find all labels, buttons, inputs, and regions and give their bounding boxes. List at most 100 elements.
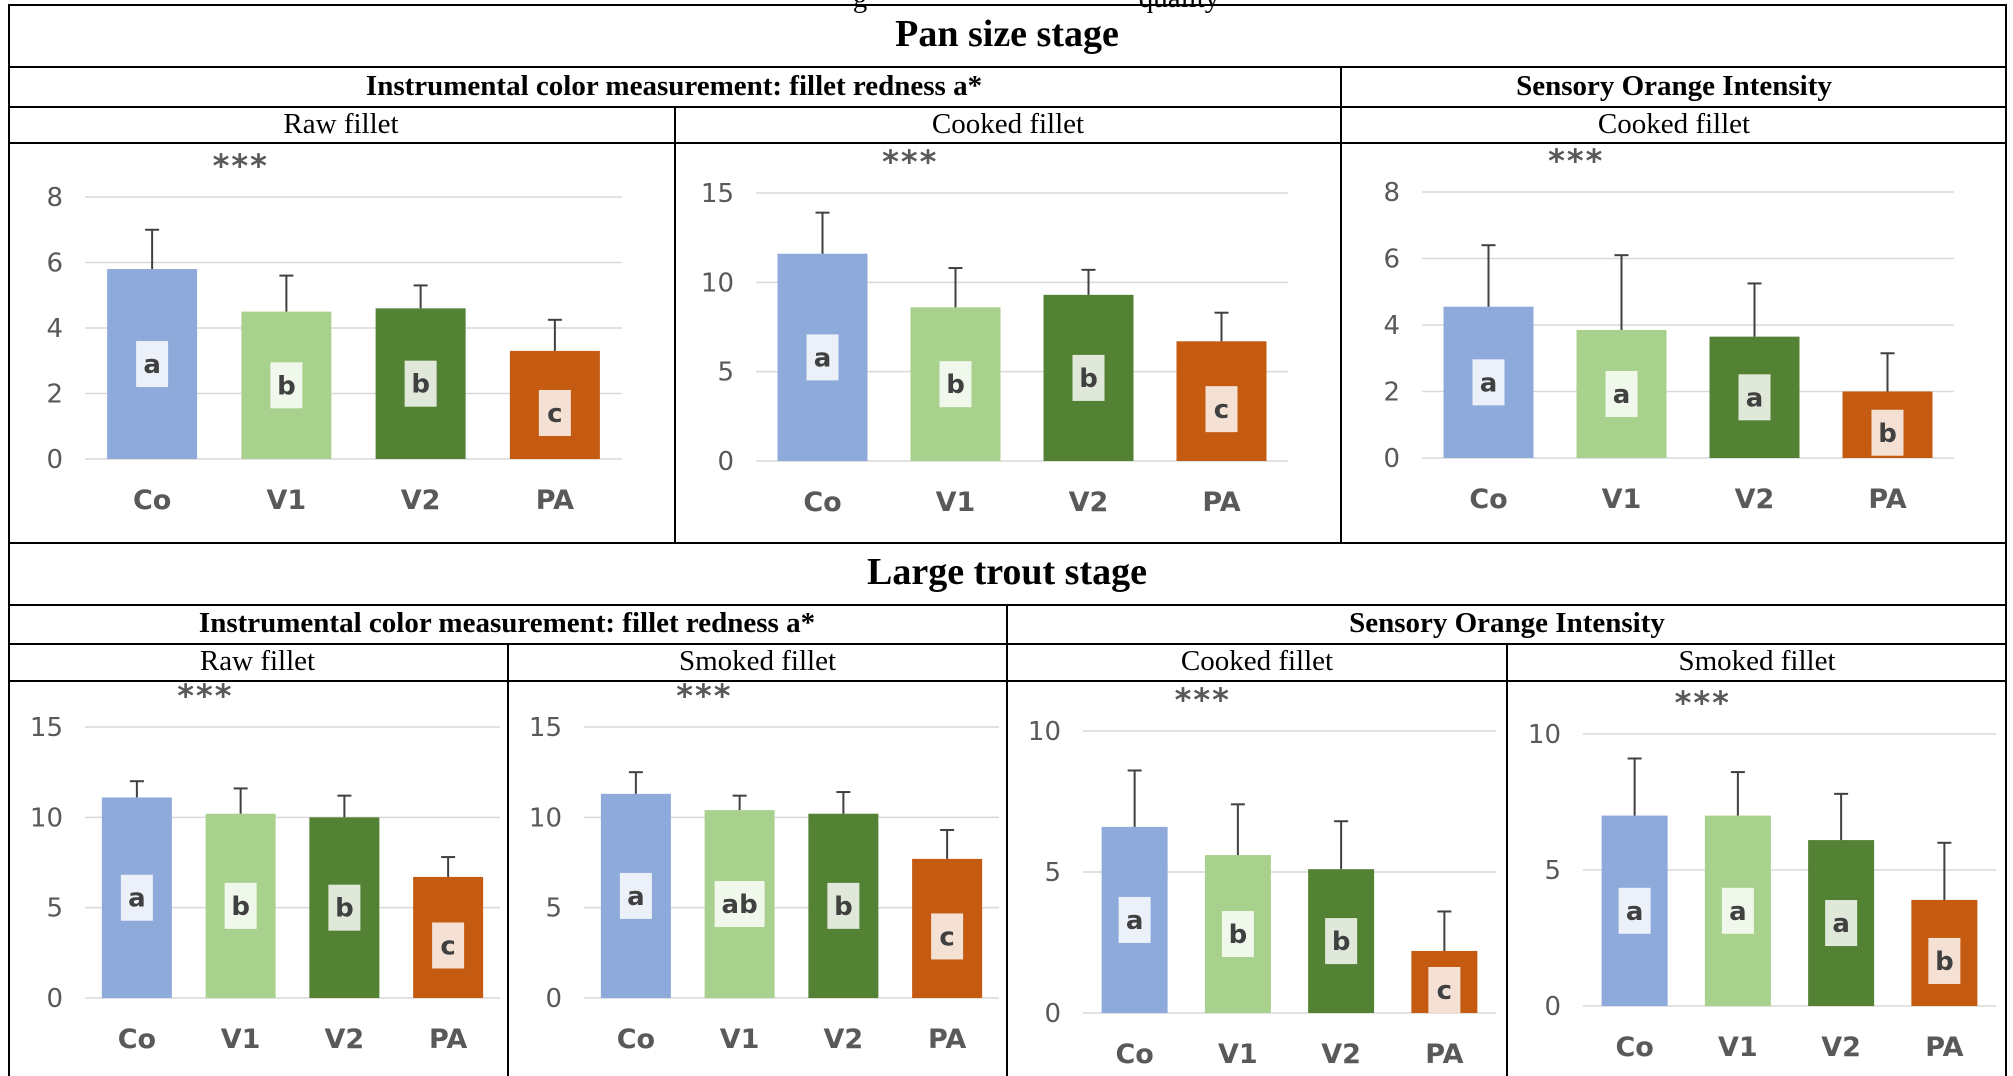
y-tick-label: 10 [1528, 720, 1561, 750]
table-rule [1506, 643, 1508, 1076]
y-tick-label: 5 [717, 358, 734, 388]
chart-panel-large-raw-redness: 0 5 10 15 *** a Co b V1 b V2 c PA [10, 682, 505, 1074]
y-tick-label: 5 [545, 894, 562, 924]
group-letter: b [1332, 927, 1351, 957]
table-rule [8, 66, 2006, 68]
y-tick-label: 8 [1383, 178, 1400, 208]
panel-subtitle: Raw fillet [283, 108, 399, 140]
group-letter: b [1079, 364, 1098, 394]
group-letter: a [627, 882, 645, 912]
group-letter: c [1214, 395, 1229, 425]
x-category-label: PA [429, 1024, 467, 1055]
y-tick-label: 6 [1383, 245, 1400, 275]
letter-box [432, 922, 465, 969]
letter-box [827, 882, 860, 929]
letter-box [714, 881, 765, 928]
x-category-label: V1 [1218, 1039, 1258, 1070]
group-letter: b [1935, 947, 1954, 977]
panel-subtitle: Smoked fillet [678, 645, 837, 677]
stage-title-large-trout: Large trout stage [866, 551, 1147, 593]
y-tick-label: 5 [46, 894, 63, 924]
letter-box [619, 872, 652, 919]
chart-svg: 0 2 4 6 8 *** a Co a V1 a V2 b PA [1383, 144, 1954, 515]
x-category-label: V2 [325, 1024, 365, 1055]
panel-subtitle: Cooked fillet [1180, 645, 1334, 677]
group-letter: a [143, 350, 161, 380]
x-category-label: V2 [824, 1024, 864, 1055]
significance-label: *** [177, 682, 233, 715]
letter-box [1472, 359, 1505, 406]
group-letter: a [1729, 897, 1747, 927]
letter-box [1072, 354, 1105, 401]
group-letter: c [939, 922, 954, 952]
group-letter: c [1437, 976, 1452, 1006]
y-tick-label: 0 [46, 445, 63, 475]
letter-box [224, 882, 257, 929]
y-tick-label: 5 [1044, 858, 1061, 888]
letter-box [1325, 918, 1358, 965]
group-letter: a [128, 884, 146, 914]
letter-box [1221, 911, 1254, 958]
x-category-label: V1 [1718, 1032, 1758, 1063]
letter-box [136, 341, 169, 388]
y-tick-label: 0 [1544, 992, 1561, 1022]
x-category-label: PA [1202, 487, 1240, 518]
letter-box [1205, 386, 1238, 433]
chart-panel-pan-cooked-redness: 0 5 10 15 *** a Co b V1 b V2 c PA [676, 144, 1338, 540]
chart-svg: 0 5 10 15 *** a Co ab V1 b V2 c PA [529, 682, 999, 1055]
x-category-label: V1 [1602, 484, 1642, 515]
chart-panel-pan-cooked-sensory: 0 2 4 6 8 *** a Co a V1 a V2 b PA [1342, 144, 2004, 540]
x-category-label: Co [803, 487, 841, 518]
y-tick-label: 0 [46, 984, 63, 1014]
group-header-sensory: Sensory Orange Intensity [1349, 607, 1665, 639]
table-rule [674, 106, 676, 544]
table-rule [1340, 66, 1342, 544]
group-letter: a [1746, 383, 1764, 413]
x-category-label: V2 [1069, 487, 1109, 518]
chart-svg: 0 5 10 *** a Co b V1 b V2 c PA [1028, 682, 1496, 1070]
panel-subtitle: Cooked fillet [931, 108, 1085, 140]
group-letter: b [277, 371, 296, 401]
letter-box [120, 874, 153, 921]
panel-subtitle: Raw fillet [199, 645, 316, 677]
y-tick-label: 15 [529, 713, 562, 743]
chart-svg: 0 5 10 15 *** a Co b V1 b V2 c PA [30, 682, 500, 1055]
x-category-label: V1 [267, 485, 307, 516]
letter-box [1428, 966, 1461, 1013]
group-letter: a [1480, 368, 1498, 398]
x-category-label: Co [1615, 1032, 1653, 1063]
group-header-sensory: Sensory Orange Intensity [1516, 70, 1832, 102]
caption-fragment-right: quality [1124, 0, 1234, 15]
table-rule [8, 142, 2006, 144]
y-tick-label: 2 [1383, 378, 1400, 408]
letter-box [538, 389, 571, 436]
letter-box [1738, 374, 1771, 421]
group-letter: c [547, 399, 562, 429]
y-tick-label: 8 [46, 183, 63, 213]
x-category-label: Co [1115, 1039, 1153, 1070]
letter-box [939, 361, 972, 408]
y-tick-label: 15 [701, 179, 734, 209]
significance-label: *** [1675, 684, 1731, 722]
letter-box [1871, 409, 1904, 456]
x-category-label: Co [1469, 484, 1507, 515]
y-tick-label: 2 [46, 380, 63, 410]
panel-subtitle: Cooked fillet [1597, 108, 1751, 140]
significance-label: *** [213, 147, 269, 185]
group-letter: b [834, 892, 853, 922]
chart-svg: 0 2 4 6 8 *** a Co b V1 b V2 c PA [46, 147, 622, 516]
letter-box [1605, 370, 1638, 417]
y-tick-label: 4 [1383, 311, 1400, 341]
x-category-label: Co [617, 1024, 655, 1055]
group-letter: b [946, 370, 965, 400]
chart-svg: 0 5 10 *** a Co a V1 a V2 b PA [1528, 684, 1996, 1063]
y-tick-label: 0 [545, 984, 562, 1014]
y-tick-label: 10 [529, 803, 562, 833]
table-rule [8, 542, 2006, 544]
y-tick-label: 4 [46, 314, 63, 344]
y-tick-label: 0 [717, 447, 734, 477]
significance-label: *** [1548, 144, 1604, 180]
x-category-label: V2 [1321, 1039, 1361, 1070]
group-letter: a [1613, 380, 1631, 410]
